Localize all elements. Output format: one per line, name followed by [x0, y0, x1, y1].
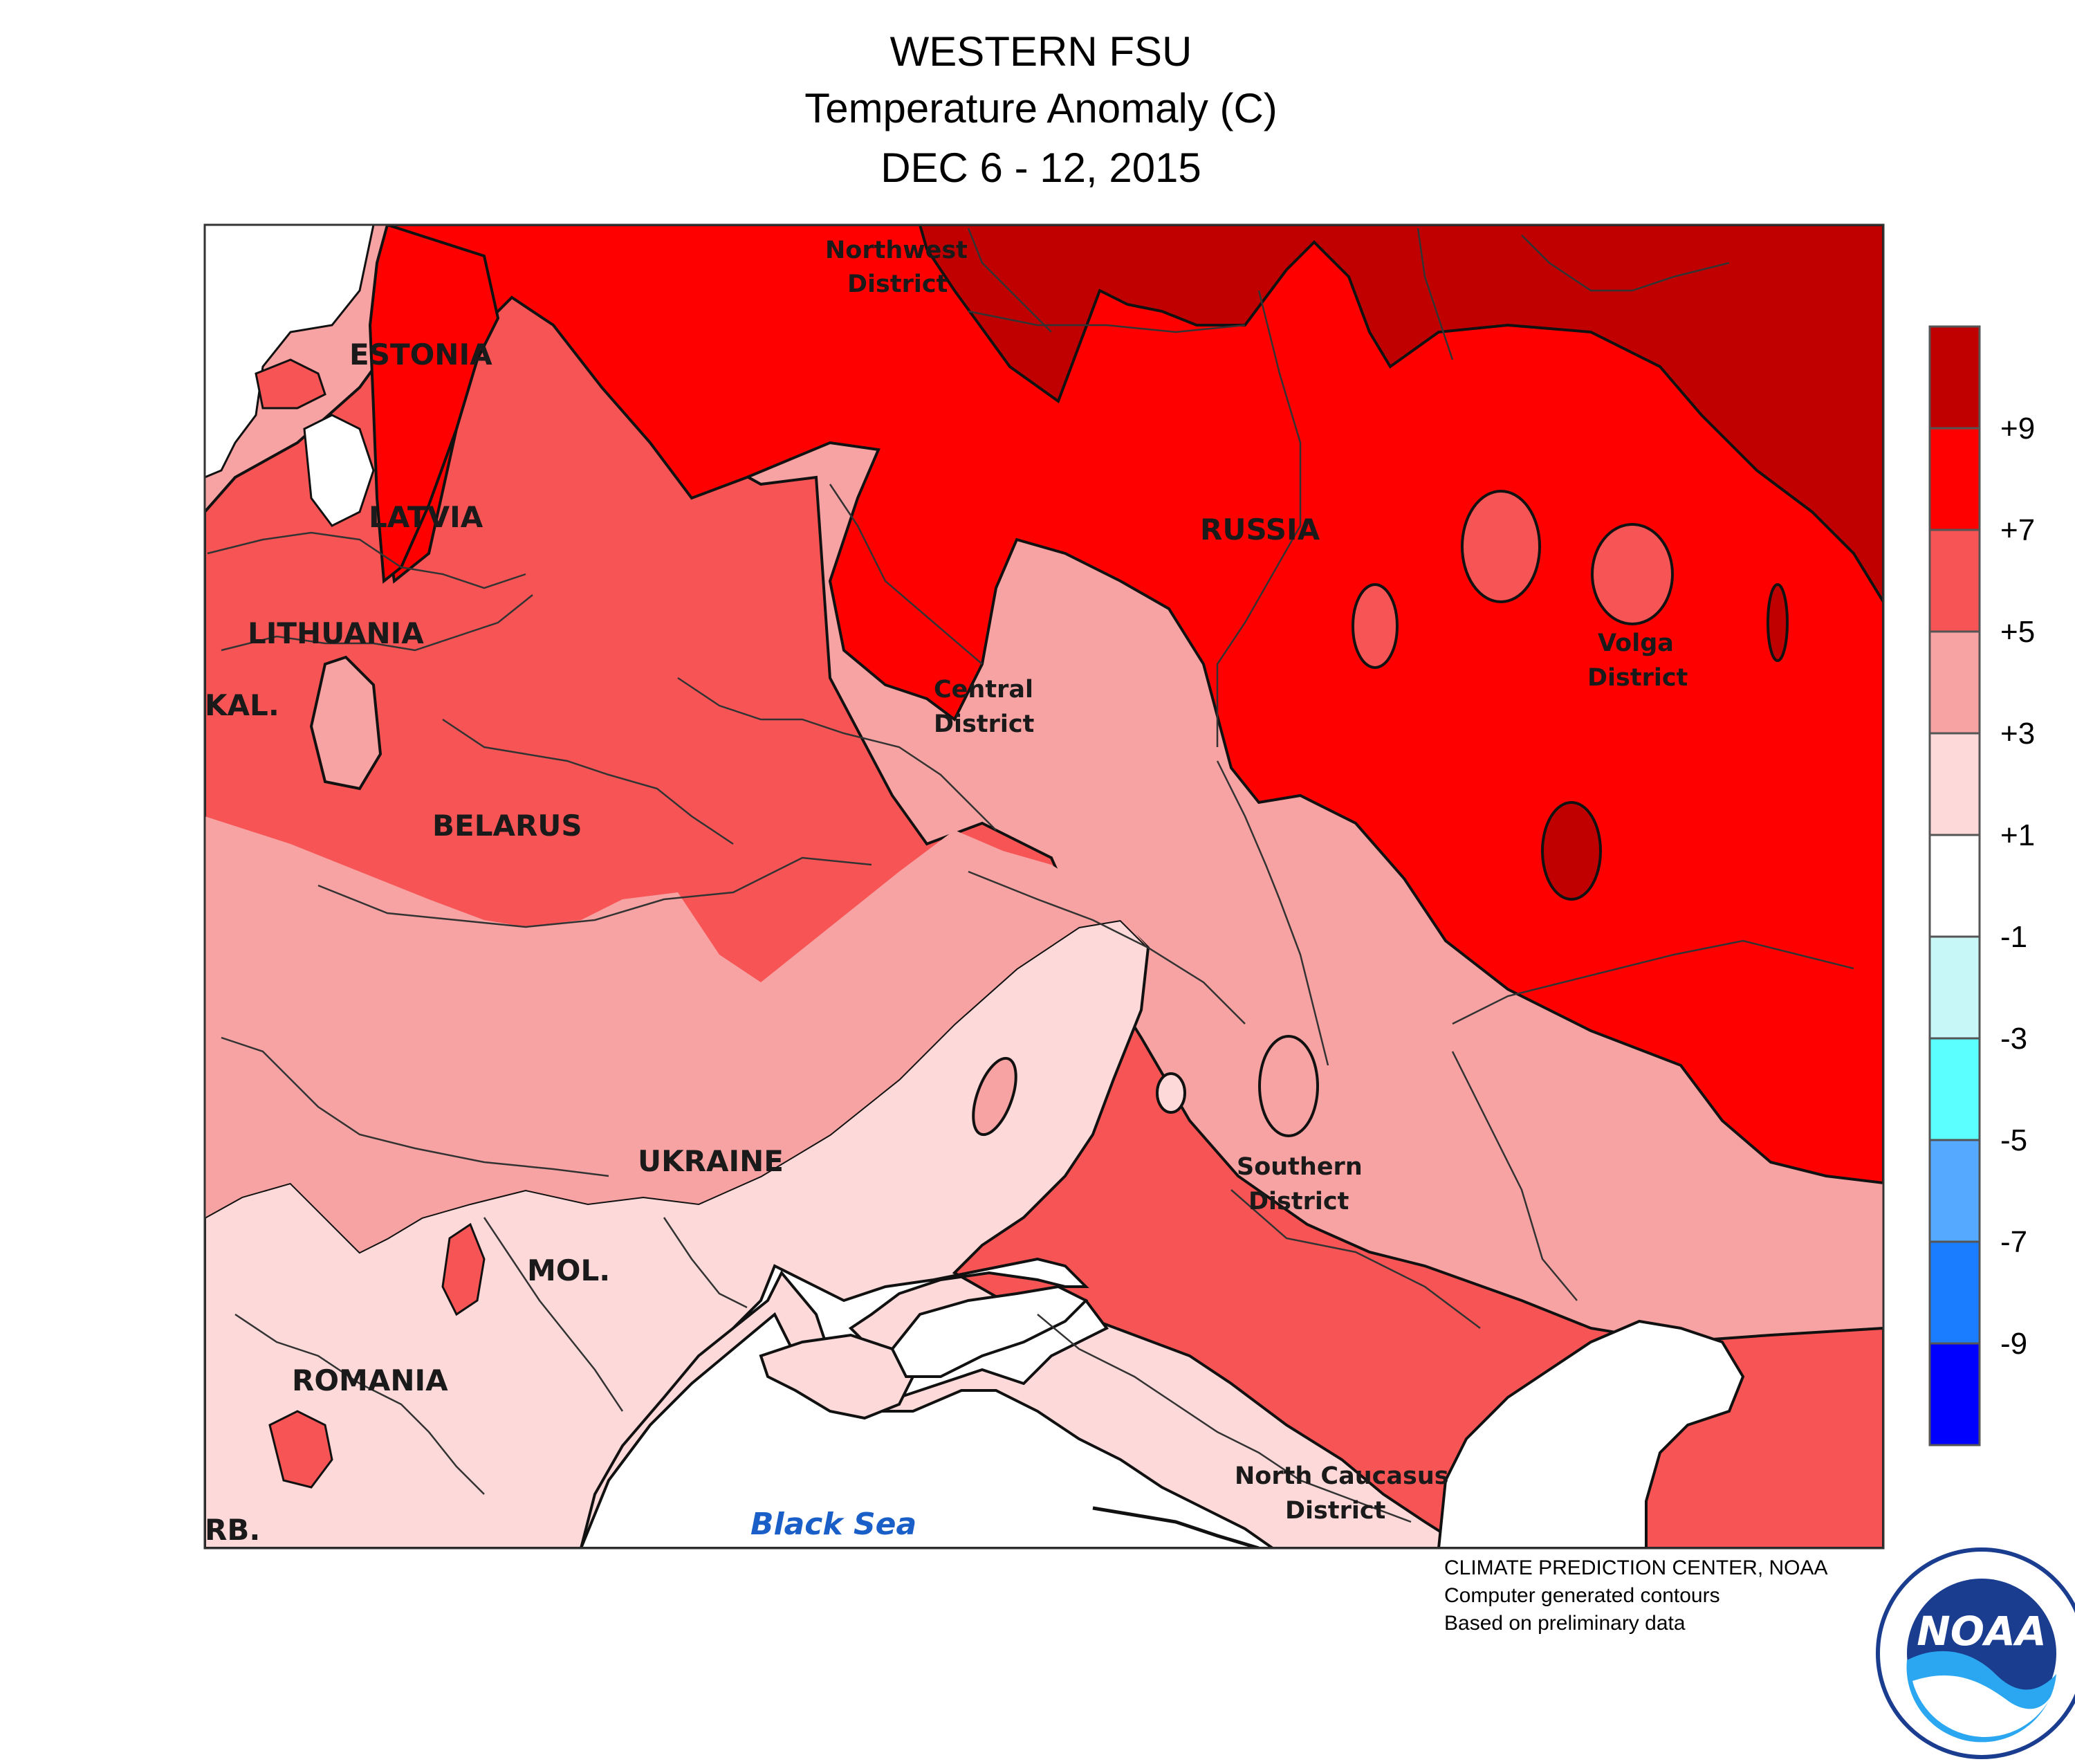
borders	[207, 228, 1854, 1523]
credit-line-2: Computer generated contours	[1444, 1584, 1720, 1607]
label-southern-district: Southern	[1237, 1153, 1363, 1181]
chart-title: WESTERN FSU	[889, 28, 1192, 75]
map-labels: ESTONIA LATVIA LITHUANIA KAL. BELARUS UK…	[205, 237, 1688, 1547]
credit-line-1: CLIMATE PREDICTION CENTER, NOAA	[1444, 1556, 1828, 1579]
water-caspian-sea	[1437, 1319, 1745, 1548]
legend-swatch	[1928, 834, 1981, 938]
legend-swatch	[1928, 325, 1981, 430]
label-north-caucasus-district-2: District	[1285, 1497, 1385, 1525]
water-sea-of-azov	[890, 1285, 1089, 1378]
label-latvia: LATVIA	[369, 500, 483, 534]
legend-swatch	[1928, 630, 1981, 735]
noaa-logo-text: NOAA	[1917, 1608, 2047, 1655]
legend-label: -3	[2000, 1022, 2027, 1056]
legend-swatch	[1928, 935, 1981, 1040]
legend-label: -7	[2000, 1225, 2027, 1259]
legend-swatch	[1928, 427, 1981, 531]
label-serbia: RB.	[205, 1513, 260, 1547]
water-black-sea-main	[579, 1312, 1275, 1548]
island-ukraine-east	[1156, 1072, 1186, 1114]
legend-swatch	[1928, 1240, 1981, 1345]
legend-label: +5	[2000, 615, 2035, 649]
legend: +9 +7 +5 +3 +1 -1 -3 -5 -7 -9	[1928, 325, 2035, 1446]
chart-subtitle: Temperature Anomaly (C)	[804, 85, 1278, 131]
legend-label: -5	[2000, 1123, 2027, 1157]
zone-lithuania-plus3-5	[309, 655, 382, 791]
island-volga-plus9	[1541, 801, 1602, 901]
label-black-sea: Black Sea	[750, 1507, 916, 1542]
legend-swatch	[1928, 529, 1981, 633]
island-southern	[1258, 1035, 1319, 1137]
label-romania: ROMANIA	[292, 1363, 448, 1397]
legend-swatch	[1928, 1139, 1981, 1243]
coast-south	[1092, 1506, 1260, 1548]
legend-label: +9	[2000, 412, 2035, 445]
label-central-district-2: District	[934, 710, 1034, 738]
legend-label: +7	[2000, 513, 2035, 547]
label-ukraine: UKRAINE	[638, 1144, 784, 1178]
island-volga-2	[1591, 523, 1674, 625]
land-saaremaa	[255, 358, 326, 410]
map-frame	[203, 223, 1885, 1550]
anomaly-contours	[205, 225, 1883, 1548]
legend-swatch	[1928, 1037, 1981, 1141]
label-belarus: BELARUS	[432, 809, 582, 843]
label-moldova: MOL.	[527, 1253, 610, 1287]
island-ukraine-mid	[972, 1056, 1017, 1137]
legend-swatch	[1928, 1342, 1981, 1446]
legend-label: -9	[2000, 1327, 2027, 1361]
noaa-logo: NOAA	[1876, 1547, 2075, 1759]
zone-plus9-north	[918, 225, 1883, 605]
zone-moldova-plus5	[441, 1222, 486, 1316]
zone-ukraine-plus3-5	[205, 816, 1148, 1252]
land-crimea	[759, 1333, 915, 1420]
island-volga-4	[1767, 583, 1789, 662]
island-volga-1	[1461, 490, 1541, 603]
chart-date-range: DEC 6 - 12, 2015	[880, 145, 1201, 191]
legend-label: +3	[2000, 717, 2035, 751]
label-southern-district-2: District	[1248, 1188, 1349, 1215]
label-north-caucasus-district: North Caucasus	[1235, 1462, 1449, 1490]
legend-label: -1	[2000, 920, 2027, 954]
zone-romania-plus5	[268, 1410, 333, 1489]
water-gulf-of-riga	[303, 414, 375, 527]
water-baltic	[205, 225, 375, 479]
label-lithuania: LITHUANIA	[248, 616, 424, 650]
label-russia: RUSSIA	[1200, 513, 1320, 546]
label-central-district: Central	[934, 676, 1033, 704]
label-northwest-district: Northwest	[825, 237, 968, 264]
island-volga-3	[1352, 583, 1399, 669]
label-northwest-district-2: District	[847, 270, 948, 298]
label-volga-district: Volga	[1598, 630, 1674, 657]
credit-line-3: Based on preliminary data	[1444, 1612, 1686, 1635]
legend-label: +1	[2000, 818, 2035, 852]
label-kaliningrad: KAL.	[205, 688, 279, 722]
label-volga-district-2: District	[1587, 664, 1688, 692]
label-estonia: ESTONIA	[349, 338, 492, 371]
legend-swatch	[1928, 732, 1981, 836]
